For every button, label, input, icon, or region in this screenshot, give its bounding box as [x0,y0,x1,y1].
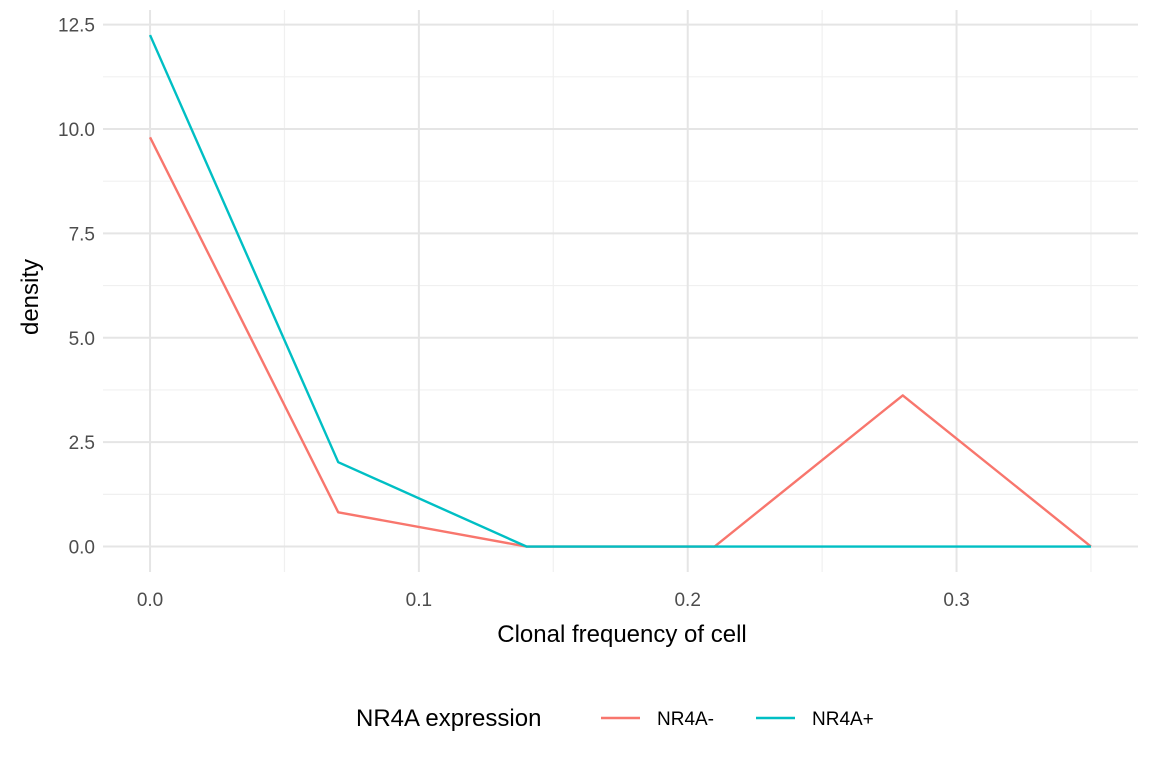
legend: NR4A expression NR4A- NR4A+ [356,705,874,732]
x-axis-title: Clonal frequency of cell [497,621,746,648]
y-tick-label: 7.5 [69,224,95,245]
minor-gridlines [103,10,1138,572]
x-tick-label: 0.3 [943,590,969,611]
y-tick-label: 5.0 [69,329,95,350]
x-tick-label: 0.2 [674,590,700,611]
legend-label-nr4a-plus: NR4A+ [812,709,874,730]
series-line-nr4a-minus [148,136,1092,548]
y-tick-label: 0.0 [69,538,95,559]
y-tick-label: 10.0 [58,120,95,141]
x-tick-label: 0.0 [137,590,163,611]
x-tick-label: 0.1 [406,590,432,611]
y-tick-label: 2.5 [69,433,95,454]
y-axis-title: density [17,259,44,335]
legend-title: NR4A expression [356,705,541,732]
major-gridlines [103,10,1138,572]
x-axis-tick-labels: 0.0 0.1 0.2 0.3 [137,590,970,611]
y-tick-label: 12.5 [58,16,95,37]
y-axis-tick-labels: 0.0 2.5 5.0 7.5 10.0 12.5 [58,16,95,559]
series-lines [148,34,1092,548]
legend-label-nr4a-minus: NR4A- [657,709,714,730]
series-line-nr4a-plus [148,34,1091,548]
